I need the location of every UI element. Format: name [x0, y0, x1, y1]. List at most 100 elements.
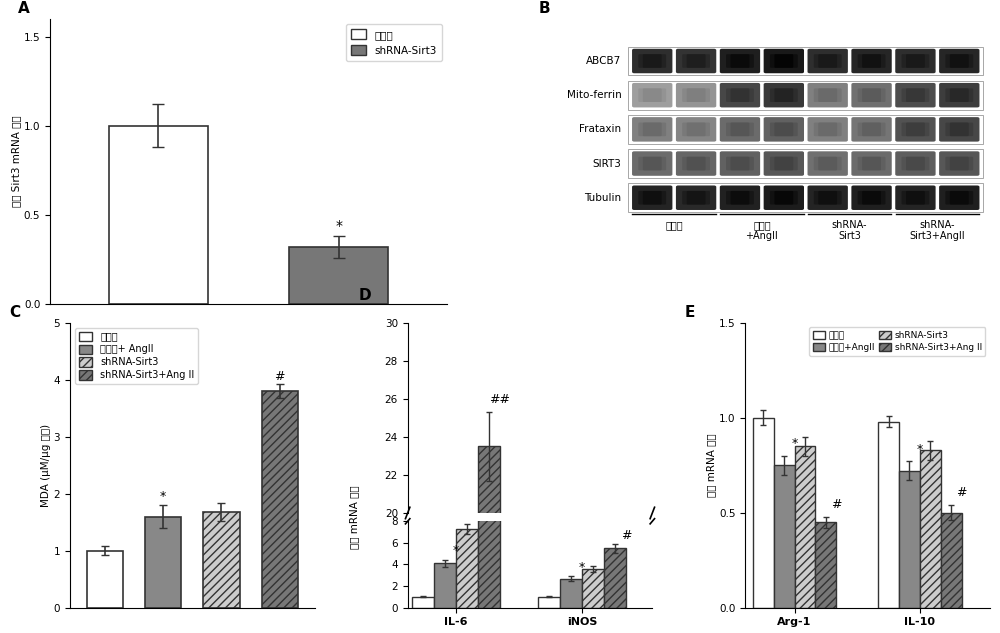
FancyBboxPatch shape	[895, 151, 936, 176]
FancyBboxPatch shape	[818, 89, 837, 102]
FancyBboxPatch shape	[858, 89, 885, 102]
FancyBboxPatch shape	[726, 54, 754, 68]
FancyBboxPatch shape	[643, 123, 662, 136]
FancyBboxPatch shape	[643, 89, 662, 102]
FancyBboxPatch shape	[774, 191, 793, 204]
FancyBboxPatch shape	[851, 49, 892, 73]
Text: #: #	[621, 529, 631, 542]
Text: Frataxin: Frataxin	[579, 124, 622, 134]
FancyBboxPatch shape	[939, 83, 979, 108]
Bar	[899, 471, 920, 608]
FancyBboxPatch shape	[814, 157, 842, 170]
FancyBboxPatch shape	[774, 157, 793, 170]
FancyBboxPatch shape	[770, 54, 798, 68]
FancyBboxPatch shape	[731, 157, 749, 170]
Text: *: *	[335, 218, 342, 233]
Bar	[109, 126, 208, 304]
Legend: 空质粒, shRNA-Sirt3: 空质粒, shRNA-Sirt3	[346, 24, 442, 61]
FancyBboxPatch shape	[676, 83, 716, 108]
FancyBboxPatch shape	[687, 89, 706, 102]
FancyBboxPatch shape	[808, 117, 848, 142]
FancyBboxPatch shape	[858, 191, 885, 204]
FancyBboxPatch shape	[638, 191, 666, 204]
FancyBboxPatch shape	[902, 191, 929, 204]
FancyBboxPatch shape	[774, 54, 793, 68]
FancyBboxPatch shape	[726, 191, 754, 204]
Text: *: *	[453, 544, 459, 558]
FancyBboxPatch shape	[814, 191, 842, 204]
FancyBboxPatch shape	[726, 89, 754, 102]
FancyBboxPatch shape	[895, 83, 936, 108]
Text: ABCB7: ABCB7	[586, 56, 622, 66]
Bar	[560, 579, 582, 608]
FancyBboxPatch shape	[632, 185, 672, 210]
FancyBboxPatch shape	[770, 123, 798, 136]
FancyBboxPatch shape	[676, 185, 716, 210]
Bar	[87, 551, 123, 608]
FancyBboxPatch shape	[862, 191, 881, 204]
FancyBboxPatch shape	[731, 54, 749, 68]
FancyBboxPatch shape	[676, 117, 716, 142]
Bar	[412, 597, 434, 608]
Legend: 空质粒, 空质粒+AngII, shRNA-Sirt3, shRNA-Sirt3+Ang II: 空质粒, 空质粒+AngII, shRNA-Sirt3, shRNA-Sirt3…	[809, 327, 985, 356]
FancyBboxPatch shape	[628, 184, 983, 212]
Text: *: *	[160, 490, 166, 503]
Bar	[434, 563, 456, 608]
FancyBboxPatch shape	[764, 117, 804, 142]
Y-axis label: MDA (μM/μg 蛋白): MDA (μM/μg 蛋白)	[41, 423, 51, 507]
FancyBboxPatch shape	[945, 123, 973, 136]
FancyBboxPatch shape	[731, 123, 749, 136]
FancyBboxPatch shape	[950, 54, 969, 68]
FancyBboxPatch shape	[851, 83, 892, 108]
FancyBboxPatch shape	[895, 117, 936, 142]
FancyBboxPatch shape	[945, 89, 973, 102]
FancyBboxPatch shape	[643, 191, 662, 204]
Text: 空质粒: 空质粒	[665, 220, 683, 230]
FancyBboxPatch shape	[862, 123, 881, 136]
FancyBboxPatch shape	[632, 49, 672, 73]
FancyBboxPatch shape	[632, 83, 672, 108]
FancyBboxPatch shape	[676, 49, 716, 73]
FancyBboxPatch shape	[906, 54, 925, 68]
FancyBboxPatch shape	[808, 185, 848, 210]
Bar	[538, 597, 560, 608]
Bar	[289, 247, 388, 304]
Bar	[795, 446, 815, 608]
FancyBboxPatch shape	[628, 149, 983, 178]
FancyBboxPatch shape	[628, 115, 983, 144]
FancyBboxPatch shape	[814, 54, 842, 68]
FancyBboxPatch shape	[682, 123, 710, 136]
FancyBboxPatch shape	[632, 151, 672, 176]
Bar	[203, 512, 240, 608]
FancyBboxPatch shape	[770, 157, 798, 170]
FancyBboxPatch shape	[851, 117, 892, 142]
FancyBboxPatch shape	[950, 123, 969, 136]
FancyBboxPatch shape	[764, 151, 804, 176]
FancyBboxPatch shape	[895, 185, 936, 210]
FancyBboxPatch shape	[731, 89, 749, 102]
FancyBboxPatch shape	[643, 54, 662, 68]
Text: Mito-ferrin: Mito-ferrin	[567, 90, 622, 100]
Bar	[815, 522, 836, 608]
FancyBboxPatch shape	[808, 83, 848, 108]
Bar	[920, 450, 941, 608]
FancyBboxPatch shape	[862, 54, 881, 68]
FancyBboxPatch shape	[764, 83, 804, 108]
FancyBboxPatch shape	[720, 83, 760, 108]
Text: A: A	[18, 1, 30, 16]
FancyBboxPatch shape	[726, 157, 754, 170]
Bar	[145, 517, 181, 608]
FancyBboxPatch shape	[774, 89, 793, 102]
FancyBboxPatch shape	[902, 157, 929, 170]
FancyBboxPatch shape	[851, 185, 892, 210]
Bar	[941, 513, 962, 608]
FancyBboxPatch shape	[906, 89, 925, 102]
Bar	[774, 465, 795, 608]
FancyBboxPatch shape	[638, 157, 666, 170]
FancyBboxPatch shape	[906, 123, 925, 136]
FancyBboxPatch shape	[628, 47, 983, 75]
FancyBboxPatch shape	[858, 54, 885, 68]
FancyBboxPatch shape	[945, 157, 973, 170]
FancyBboxPatch shape	[720, 117, 760, 142]
Text: D: D	[359, 288, 371, 303]
